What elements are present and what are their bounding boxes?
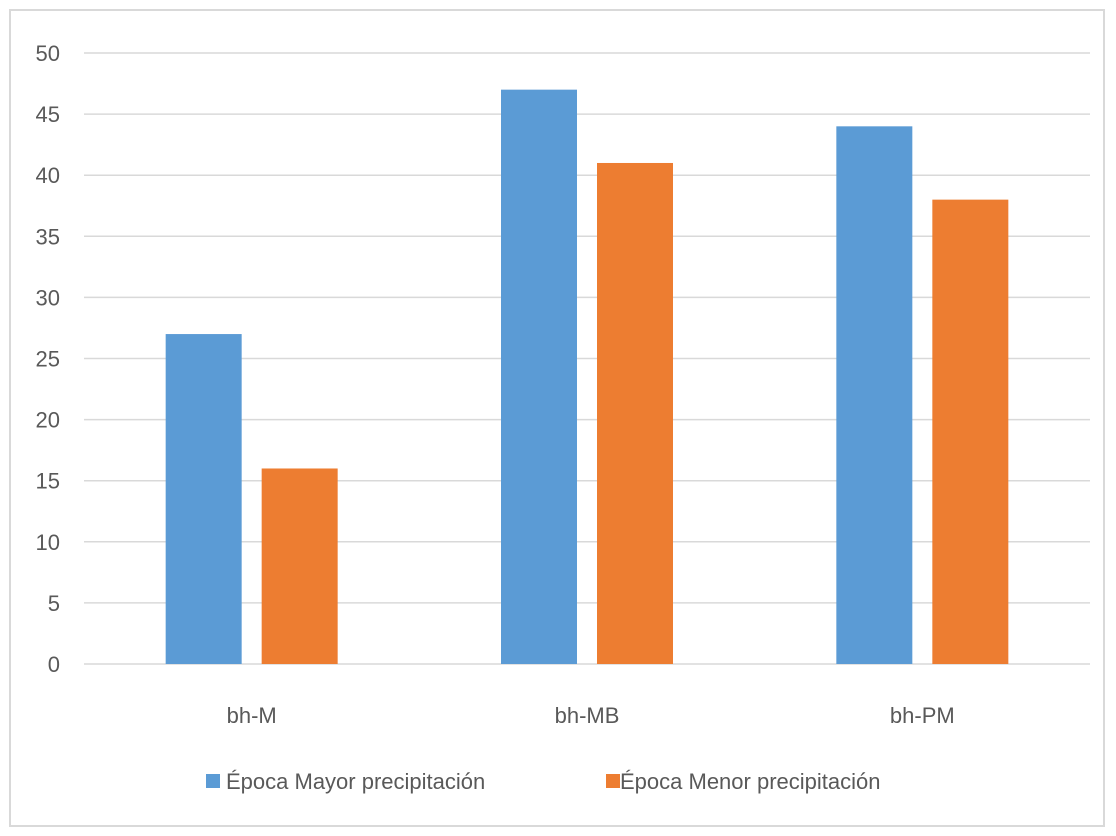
y-tick-label: 40 (36, 163, 60, 188)
bars (165, 89, 1009, 665)
bar-bh-MB-series-1 (597, 162, 673, 665)
gridlines (84, 52, 1090, 665)
legend-label-series-1: Época Menor precipitación (620, 769, 880, 794)
y-tick-label: 0 (48, 652, 60, 677)
y-tick-label: 35 (36, 224, 60, 249)
y-tick-label: 50 (36, 41, 60, 66)
y-tick-label: 25 (36, 347, 60, 372)
bar-bh-M-series-1 (261, 468, 338, 664)
y-tick-label: 45 (36, 102, 60, 127)
bar-bh-PM-series-0 (836, 126, 913, 664)
y-axis-ticks: 0 5 10 15 20 25 30 35 40 45 50 (36, 41, 60, 677)
y-tick-label: 10 (36, 530, 60, 555)
y-tick-label: 5 (48, 591, 60, 616)
legend: Época Mayor precipitación Época Menor pr… (206, 769, 880, 794)
y-tick-label: 20 (36, 408, 60, 433)
x-axis-labels: bh-M bh-MB bh-PM (227, 703, 955, 728)
bar-bh-PM-series-1 (932, 199, 1009, 664)
y-tick-label: 30 (36, 285, 60, 310)
legend-swatch-series-0 (206, 774, 220, 788)
x-category-label: bh-MB (555, 703, 620, 728)
x-category-label: bh-M (227, 703, 277, 728)
legend-label-series-0: Época Mayor precipitación (226, 769, 485, 794)
y-tick-label: 15 (36, 469, 60, 494)
bar-bh-M-series-0 (165, 334, 242, 664)
bar-bh-MB-series-0 (501, 89, 577, 664)
legend-swatch-series-1 (606, 774, 620, 788)
x-category-label: bh-PM (890, 703, 955, 728)
